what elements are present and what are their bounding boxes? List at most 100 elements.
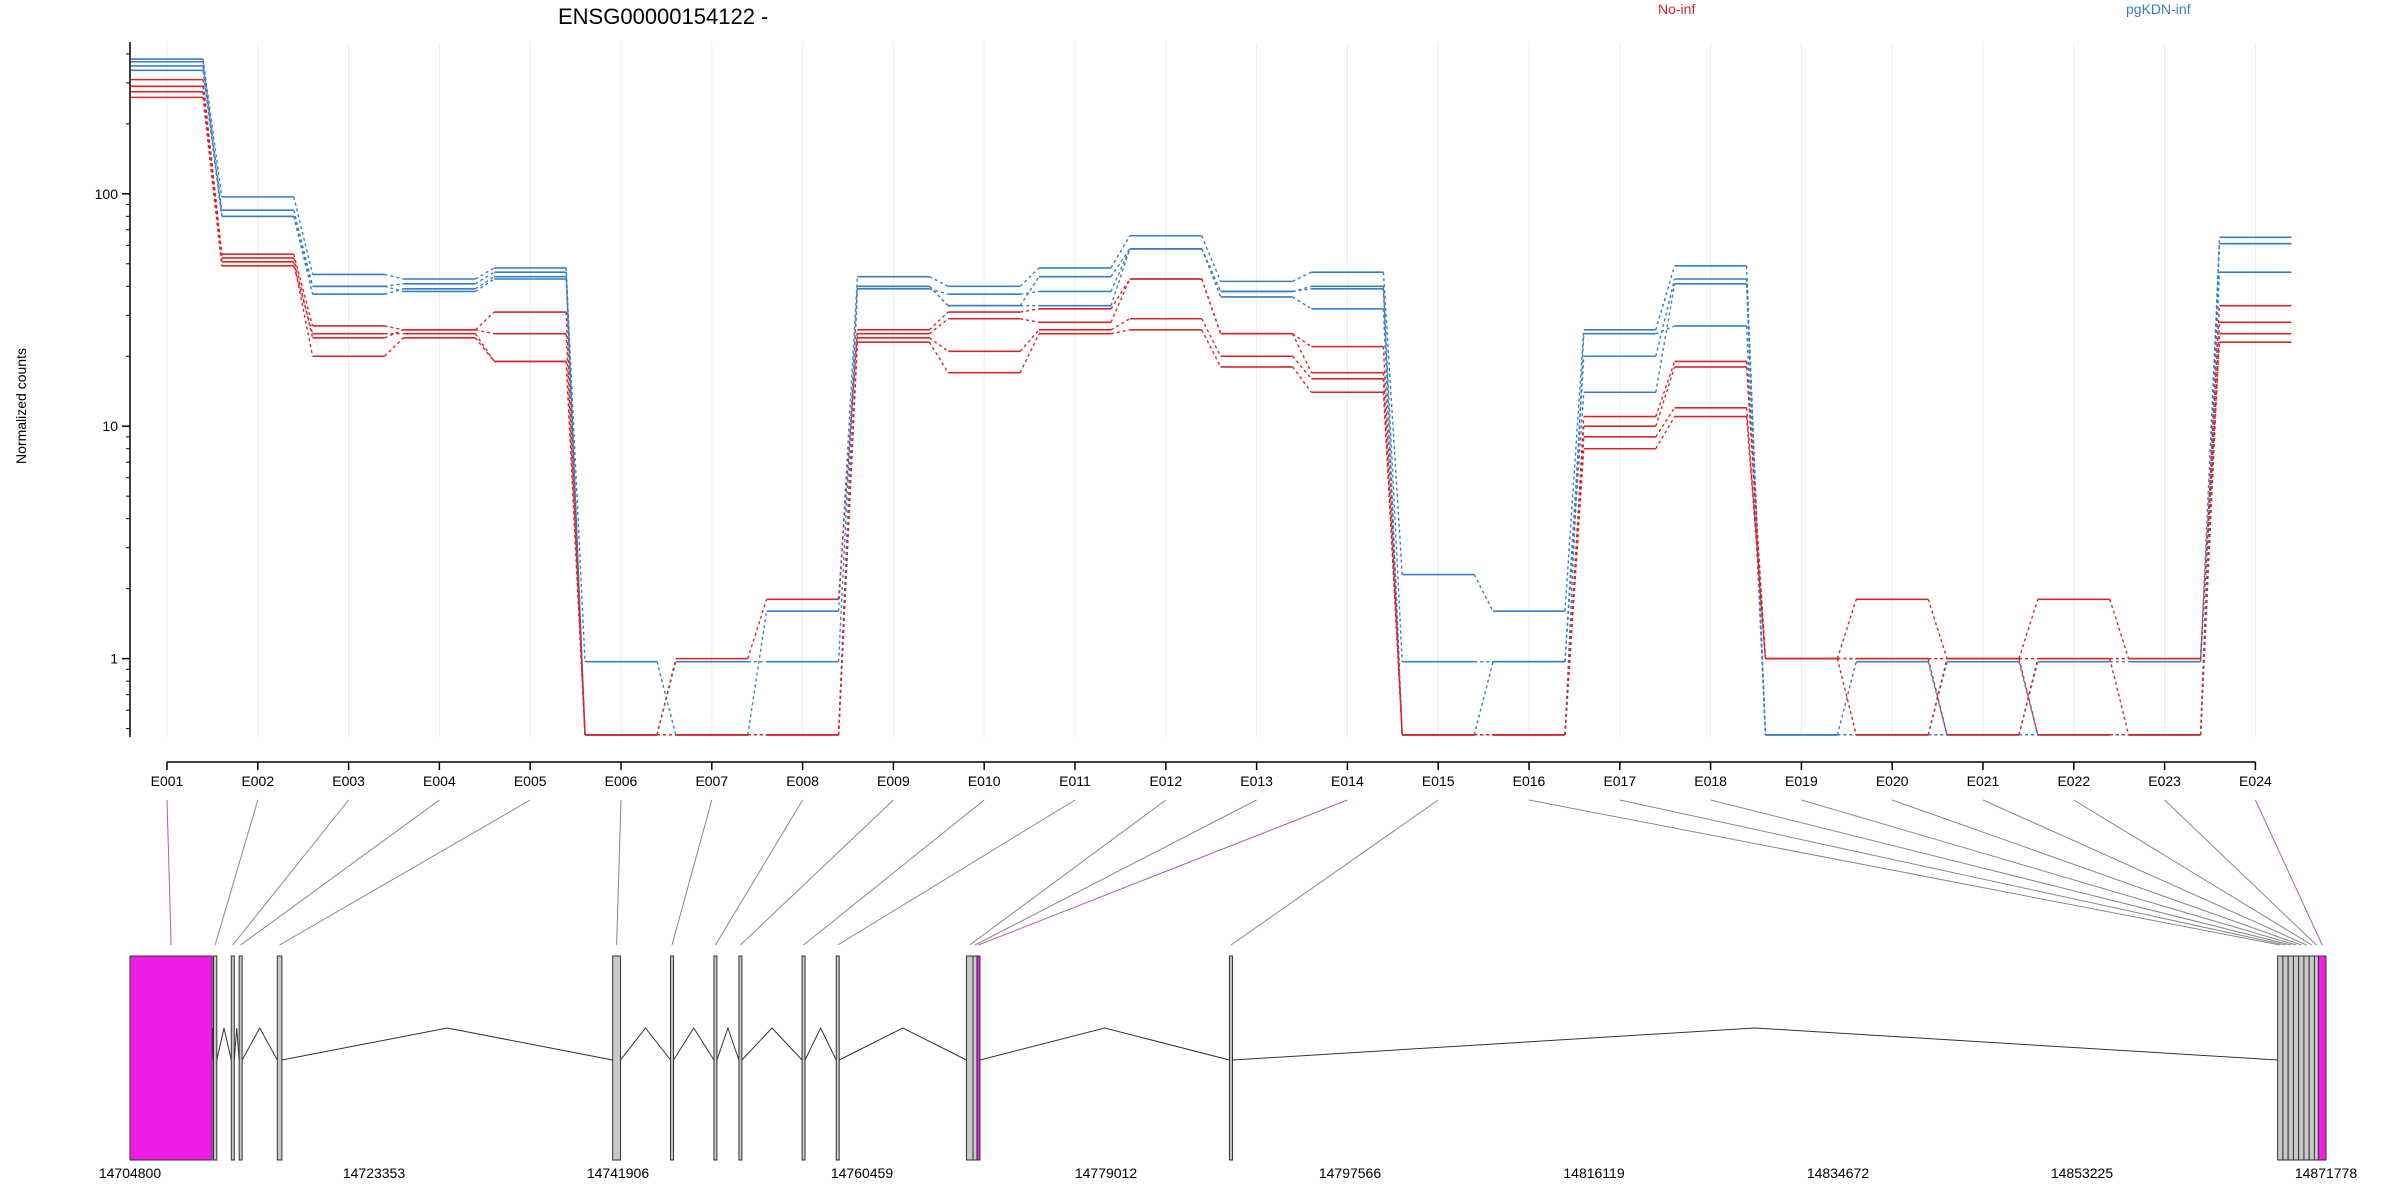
exon-connector-line bbox=[2164, 799, 2317, 946]
exon-transition-line bbox=[565, 361, 586, 735]
exon-connector-line bbox=[974, 799, 1257, 946]
axis-layer: 1 10 100 E001 E002 E003 E004 E005 E006 E007 E008 E0… bbox=[95, 42, 2272, 789]
exon-transition-line bbox=[1019, 333, 1040, 373]
exon-connector-line bbox=[240, 799, 440, 946]
exon-transition-line bbox=[1564, 333, 1585, 735]
exon-box-e001 bbox=[129, 955, 213, 1161]
y-tick-label: 1 bbox=[110, 651, 118, 667]
exon-connector-line bbox=[1619, 799, 2286, 946]
x-tick-label-e013: E013 bbox=[1240, 773, 1273, 789]
exon-transition-line bbox=[1292, 355, 1312, 380]
exon-transition-line bbox=[565, 272, 586, 662]
exon-transition-line bbox=[837, 342, 859, 735]
exon-transition-line bbox=[1292, 296, 1312, 310]
exon-connector-line bbox=[1892, 799, 2302, 946]
exon-transition-line bbox=[928, 341, 949, 374]
genomic-coordinate-label: 14871778 bbox=[2295, 1165, 2358, 1181]
exon-transition-line bbox=[384, 273, 404, 280]
exon-transition-line bbox=[475, 271, 495, 285]
exon-transition-line bbox=[293, 261, 314, 357]
exon-transition-line bbox=[837, 329, 859, 600]
x-tick-label-e009: E009 bbox=[877, 773, 910, 789]
x-tick-label-e005: E005 bbox=[514, 773, 547, 789]
exon-transition-line bbox=[1927, 658, 1948, 735]
x-tick-label-e019: E019 bbox=[1785, 773, 1818, 789]
exon-transition-line bbox=[475, 276, 495, 290]
exon-transition-line bbox=[1655, 265, 1676, 330]
exon-transition-line bbox=[565, 311, 586, 735]
exon-transition-line bbox=[2199, 305, 2221, 659]
legend-label-pgkdn-inf: pgKDN-inf bbox=[2126, 1, 2191, 17]
exon-connector-line bbox=[2254, 799, 2323, 946]
exon-box-e005 bbox=[276, 955, 283, 1161]
exon-transition-line bbox=[1655, 366, 1676, 427]
x-tick-label-e003: E003 bbox=[332, 773, 365, 789]
exon-box-e011 bbox=[835, 955, 840, 1161]
exon-connector-line bbox=[232, 799, 349, 946]
exon-box-e017 bbox=[2282, 955, 2289, 1161]
series-no-inf-4 bbox=[131, 96, 2292, 736]
exon-transition-line bbox=[656, 658, 677, 735]
exon-transition-line bbox=[1564, 392, 1585, 662]
exon-transition-line bbox=[1110, 329, 1130, 335]
exon-box-e014 bbox=[976, 955, 981, 1161]
exon-connector-line bbox=[1230, 799, 1439, 946]
exon-transition-line bbox=[475, 278, 495, 293]
exon-transition-line bbox=[1927, 599, 1948, 659]
exon-transition-line bbox=[1019, 267, 1040, 287]
exon-transition-line bbox=[1201, 235, 1222, 282]
genomic-coordinate-label: 14779012 bbox=[1075, 1165, 1138, 1181]
exon-transition-line bbox=[1292, 333, 1312, 348]
exon-transition-line bbox=[1382, 272, 1403, 575]
x-tick-label-e010: E010 bbox=[968, 773, 1001, 789]
exon-connector-line bbox=[837, 799, 1076, 946]
exon-transition-line bbox=[2018, 599, 2039, 659]
x-tick-label-e008: E008 bbox=[786, 773, 819, 789]
x-tick-label-e023: E023 bbox=[2148, 773, 2181, 789]
intron-line bbox=[620, 1027, 671, 1061]
intron-line bbox=[716, 1026, 740, 1061]
exon-connector-line bbox=[1801, 799, 2297, 946]
y-tick-label: 100 bbox=[95, 186, 119, 202]
exon-connector-line bbox=[803, 799, 985, 946]
exon-box-e008 bbox=[713, 955, 718, 1161]
exon-box-e012 bbox=[965, 955, 974, 1161]
exon-transition-line bbox=[929, 276, 949, 287]
x-tick-label-e007: E007 bbox=[695, 773, 728, 789]
exon-transition-line bbox=[1110, 248, 1131, 278]
exon-connector-line bbox=[969, 799, 1167, 946]
exon-box-e020 bbox=[2298, 955, 2305, 1161]
exon-connector-line bbox=[1528, 799, 2281, 946]
exon-connector-line bbox=[1710, 799, 2291, 946]
exon-transition-line bbox=[474, 337, 495, 362]
exon-connector-line bbox=[2073, 799, 2313, 946]
exon-connector-line bbox=[714, 799, 804, 946]
x-tick-label-e016: E016 bbox=[1513, 773, 1546, 789]
exon-connector-line bbox=[1982, 799, 2307, 946]
exon-box-e010 bbox=[801, 955, 806, 1161]
exon-transition-line bbox=[293, 216, 314, 287]
exon-transition-line bbox=[1473, 574, 1494, 612]
genomic-coordinate-label: 14741906 bbox=[587, 1165, 650, 1181]
exon-box-e004 bbox=[238, 955, 243, 1161]
x-tick-label-e015: E015 bbox=[1422, 773, 1455, 789]
exon-transition-line bbox=[1292, 366, 1312, 393]
exon-transition-line bbox=[565, 333, 586, 735]
chart-title: ENSG00000154122 - bbox=[558, 4, 768, 29]
genomic-coordinate-label: 14704800 bbox=[99, 1165, 162, 1181]
exon-transition-line bbox=[565, 276, 586, 735]
exon-box-e013 bbox=[972, 955, 978, 1161]
exon-transition-line bbox=[747, 599, 768, 659]
intron-line bbox=[281, 1027, 613, 1061]
x-tick-label-e020: E020 bbox=[1876, 773, 1909, 789]
exon-transition-line bbox=[202, 97, 223, 266]
exon-transition-line bbox=[475, 329, 495, 335]
exon-transition-line bbox=[1201, 278, 1222, 334]
exon-transition-line bbox=[293, 196, 314, 275]
exon-connector-line bbox=[279, 799, 531, 946]
intron-line bbox=[839, 1027, 967, 1061]
grid-layer bbox=[166, 42, 2256, 737]
exon-connector-line bbox=[978, 799, 1348, 946]
y-axis-label: Normalized counts bbox=[13, 348, 29, 464]
x-tick-label-e006: E006 bbox=[605, 773, 638, 789]
